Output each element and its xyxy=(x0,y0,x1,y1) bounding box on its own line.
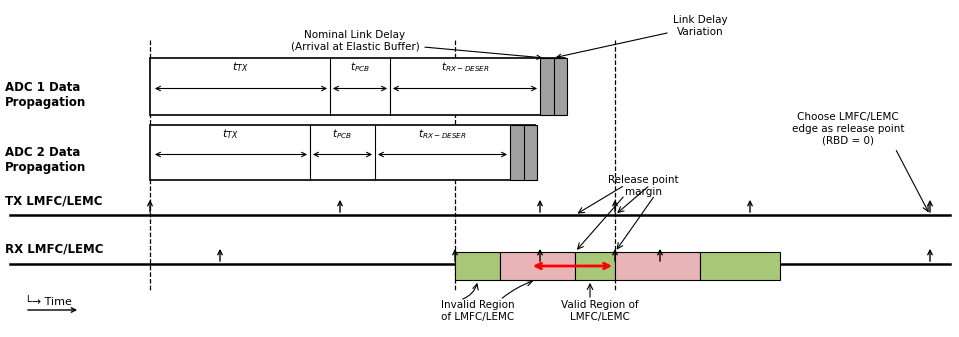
Text: RX LMFC/LEMC: RX LMFC/LEMC xyxy=(5,243,104,256)
Bar xyxy=(150,125,535,180)
Bar xyxy=(455,252,500,280)
Bar xyxy=(540,58,567,115)
Text: $t_{RX-DESER}$: $t_{RX-DESER}$ xyxy=(418,127,467,141)
Text: $t_{TX}$: $t_{TX}$ xyxy=(222,127,238,141)
Text: Invalid Region
of LMFC/LEMC: Invalid Region of LMFC/LEMC xyxy=(441,300,515,321)
Text: Nominal Link Delay
(Arrival at Elastic Buffer): Nominal Link Delay (Arrival at Elastic B… xyxy=(291,30,541,59)
Text: Choose LMFC/LEMC
edge as release point
(RBD = 0): Choose LMFC/LEMC edge as release point (… xyxy=(792,112,904,145)
Text: Release point
margin: Release point margin xyxy=(608,175,678,196)
Text: $t_{RX-DESER}$: $t_{RX-DESER}$ xyxy=(440,60,489,74)
Text: ADC 1 Data
Propagation: ADC 1 Data Propagation xyxy=(5,81,86,109)
Text: $t_{PCB}$: $t_{PCB}$ xyxy=(350,60,370,74)
Bar xyxy=(700,252,780,280)
Text: ADC 2 Data
Propagation: ADC 2 Data Propagation xyxy=(5,146,86,174)
Text: Link Delay
Variation: Link Delay Variation xyxy=(557,15,727,58)
Bar xyxy=(615,252,700,280)
Text: Valid Region of
LMFC/LEMC: Valid Region of LMFC/LEMC xyxy=(561,300,639,321)
Text: └→ Time: └→ Time xyxy=(25,297,72,307)
Bar xyxy=(575,252,615,280)
Bar xyxy=(500,252,575,280)
Text: $t_{PCB}$: $t_{PCB}$ xyxy=(333,127,353,141)
Text: TX LMFC/LEMC: TX LMFC/LEMC xyxy=(5,194,103,207)
Bar xyxy=(150,58,565,115)
Bar xyxy=(510,125,537,180)
Text: $t_{TX}$: $t_{TX}$ xyxy=(232,60,248,74)
